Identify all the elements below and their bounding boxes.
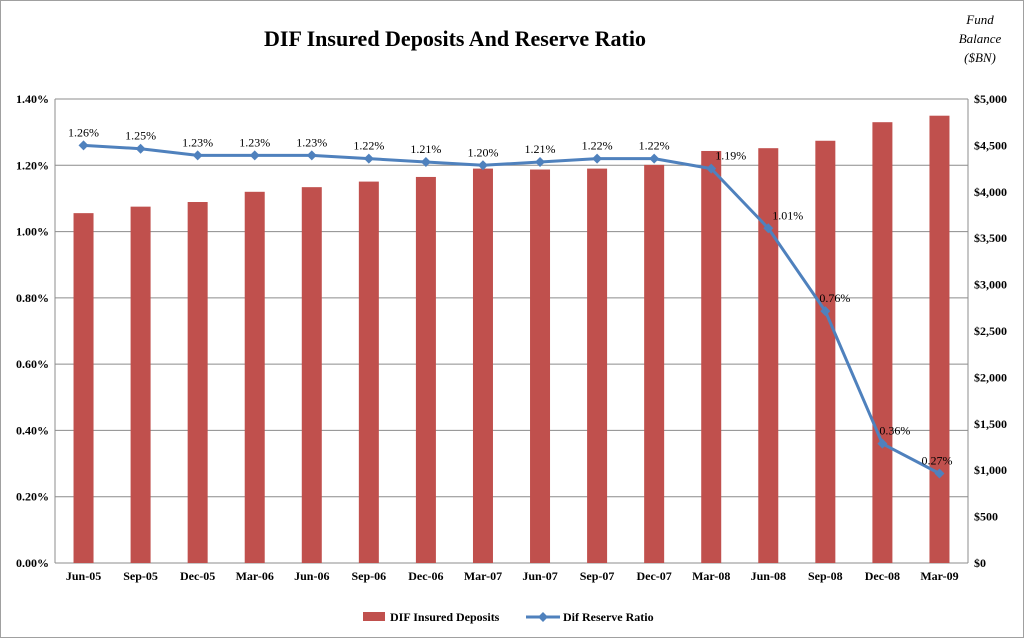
line-point: [192, 150, 203, 161]
right-axis-tick-label: $0: [974, 556, 986, 570]
right-axis-tick-label: $2,500: [974, 324, 1007, 338]
line-point: [477, 160, 488, 171]
bar: [872, 122, 893, 563]
line-point: [592, 153, 603, 164]
bar: [701, 150, 722, 563]
data-label: 1.21%: [410, 142, 441, 156]
chart-title: DIF Insured Deposits And Reserve Ratio: [264, 26, 646, 51]
bar: [530, 169, 551, 563]
bar: [472, 168, 493, 563]
legend-label: Dif Reserve Ratio: [563, 610, 654, 624]
data-label: 1.22%: [582, 139, 613, 153]
bar: [815, 140, 836, 563]
data-label: 1.19%: [715, 149, 746, 163]
x-axis-tick-label: Mar-07: [464, 569, 502, 583]
left-axis-tick-label: 0.20%: [16, 490, 49, 504]
data-label: 1.20%: [467, 145, 498, 159]
right-axis-title: Fund Balance ($BN): [940, 10, 1020, 67]
data-label: 0.76%: [819, 291, 850, 305]
x-axis-tick-label: Mar-09: [920, 569, 958, 583]
bar: [301, 187, 322, 563]
data-label: 1.01%: [772, 208, 803, 222]
x-axis-tick-label: Dec-06: [408, 569, 443, 583]
x-axis-tick-label: Jun-08: [751, 569, 786, 583]
left-axis-tick-label: 1.40%: [16, 92, 49, 106]
bar: [587, 168, 608, 563]
x-axis-tick-label: Jun-07: [522, 569, 557, 583]
line-point: [249, 150, 260, 161]
left-axis-tick-label: 0.80%: [16, 291, 49, 305]
line-point: [763, 223, 774, 234]
data-label: 1.22%: [639, 139, 670, 153]
bar: [130, 206, 151, 563]
left-axis-tick-label: 1.20%: [16, 158, 49, 172]
data-label: 0.27%: [921, 454, 952, 468]
right-axis-tick-label: $500: [974, 510, 998, 524]
x-axis-tick-label: Mar-08: [692, 569, 730, 583]
line-point: [420, 156, 431, 167]
bar: [415, 176, 436, 563]
x-axis-tick-label: Sep-05: [123, 569, 158, 583]
right-axis-tick-label: $3,000: [974, 278, 1007, 292]
line-point: [934, 468, 945, 479]
bar: [358, 181, 379, 564]
bar: [187, 202, 208, 563]
line-point: [363, 153, 374, 164]
x-axis-tick-label: Jun-06: [294, 569, 329, 583]
x-axis-tick-label: Dec-08: [865, 569, 900, 583]
left-axis-tick-label: 1.00%: [16, 225, 49, 239]
line-point: [649, 153, 660, 164]
x-axis-tick-label: Sep-07: [580, 569, 615, 583]
right-axis-tick-label: $4,500: [974, 138, 1007, 152]
line-point: [306, 150, 317, 161]
data-label: 1.23%: [239, 135, 270, 149]
x-axis-tick-label: Sep-06: [352, 569, 387, 583]
bar: [244, 191, 265, 564]
bar: [929, 115, 950, 563]
left-axis-tick-label: 0.60%: [16, 357, 49, 371]
data-label: 1.25%: [125, 129, 156, 143]
right-axis-tick-label: $5,000: [974, 92, 1007, 106]
right-axis-tick-label: $2,000: [974, 370, 1007, 384]
right-axis-title-line: Fund: [966, 12, 994, 27]
x-axis-tick-label: Dec-05: [180, 569, 215, 583]
legend-label: DIF Insured Deposits: [390, 610, 500, 624]
data-label: 1.26%: [68, 125, 99, 139]
right-axis-title-line: Balance: [958, 31, 1002, 46]
data-label: 0.36%: [879, 424, 910, 438]
left-axis-tick-label: 0.40%: [16, 423, 49, 437]
right-axis-title-line: ($BN): [964, 50, 996, 65]
legend-swatch-marker: [538, 612, 548, 622]
right-axis-tick-label: $3,500: [974, 231, 1007, 245]
bar: [644, 164, 665, 563]
line-point: [535, 156, 546, 167]
line-point: [820, 306, 831, 317]
right-axis-tick-label: $1,000: [974, 463, 1007, 477]
line-point: [135, 143, 146, 154]
line-point: [877, 438, 888, 449]
x-axis-tick-label: Sep-08: [808, 569, 843, 583]
data-label: 1.21%: [525, 142, 556, 156]
x-axis-tick-label: Jun-05: [66, 569, 101, 583]
left-axis-tick-label: 0.00%: [16, 556, 49, 570]
x-axis-tick-label: Mar-06: [236, 569, 274, 583]
right-axis-tick-label: $4,000: [974, 185, 1007, 199]
bar: [758, 148, 779, 563]
line-point: [78, 140, 89, 151]
bar: [73, 213, 94, 564]
legend-swatch-bars: [363, 612, 385, 621]
right-axis-tick-label: $1,500: [974, 417, 1007, 431]
data-label: 1.23%: [182, 135, 213, 149]
x-axis-tick-label: Dec-07: [636, 569, 671, 583]
reserve-ratio-line: [83, 143, 941, 475]
line-point: [706, 163, 717, 174]
data-label: 1.23%: [296, 135, 327, 149]
data-label: 1.22%: [353, 139, 384, 153]
